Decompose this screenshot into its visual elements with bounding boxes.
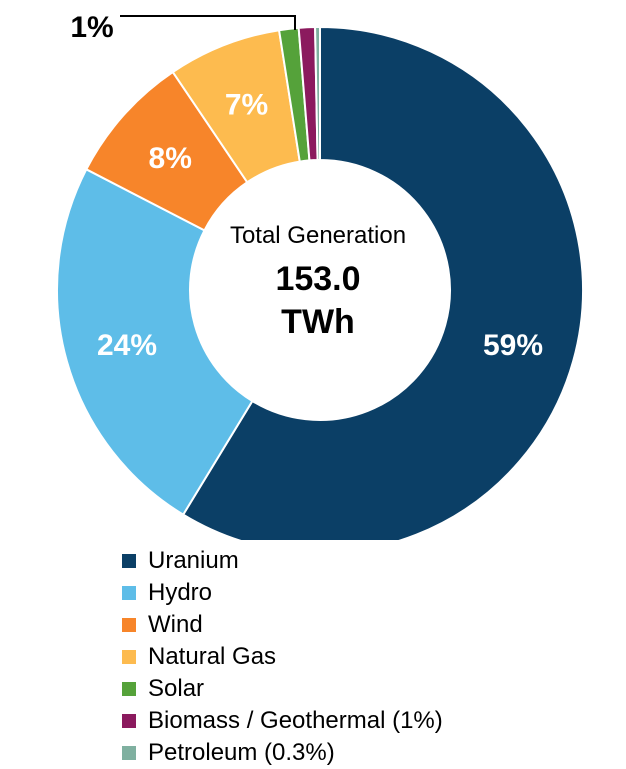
legend-item-uranium: Uranium [122, 545, 443, 577]
legend-swatch [122, 618, 136, 632]
slice-label-solar: 1% [70, 11, 113, 44]
legend-item-natural-gas: Natural Gas [122, 641, 443, 673]
donut-slices [56, 25, 584, 540]
slice-uranium [181, 25, 584, 540]
slice-hydro [56, 167, 254, 516]
legend: Uranium Hydro Wind Natural Gas Solar Biomass … [122, 545, 443, 769]
legend-label: Solar [148, 675, 205, 702]
legend-item-hydro: Hydro [122, 577, 443, 609]
legend-label: Uranium [148, 547, 239, 574]
legend-swatch [122, 682, 136, 696]
center-subtitle: Total Generation [230, 222, 406, 249]
slice-label-natural-gas: 7% [225, 88, 268, 121]
donut-chart: 59% 24% 8% 7% 1% Total Generation 153.0 TWh [56, 11, 584, 540]
slice-label-uranium: 59% [483, 329, 543, 362]
legend-swatch [122, 746, 136, 760]
center-value: 153.0 [275, 260, 360, 298]
center-unit: TWh [281, 303, 355, 341]
legend-swatch [122, 586, 136, 600]
legend-label: Biomass / Geothermal (1%) [148, 707, 443, 734]
legend-swatch [122, 650, 136, 664]
legend-label: Petroleum (0.3%) [148, 739, 335, 766]
legend-swatch [122, 714, 136, 728]
center-label: Total Generation 153.0 TWh [230, 222, 406, 341]
legend-swatch [122, 554, 136, 568]
solar-leader-line [120, 15, 296, 30]
legend-item-wind: Wind [122, 609, 443, 641]
slice-label-hydro: 24% [97, 329, 157, 362]
slice-petroleum-0-3 [314, 25, 321, 162]
legend-item-biomass-geothermal-1: Biomass / Geothermal (1%) [122, 705, 443, 737]
legend-label: Hydro [148, 579, 213, 606]
legend-label: Wind [148, 611, 203, 638]
legend-item-petroleum-0-3: Petroleum (0.3%) [122, 737, 443, 769]
legend-label: Natural Gas [148, 643, 277, 670]
legend-item-solar: Solar [122, 673, 443, 705]
slice-label-wind: 8% [149, 142, 192, 175]
slice-labels: 59% 24% 8% 7% 1% [70, 11, 543, 362]
